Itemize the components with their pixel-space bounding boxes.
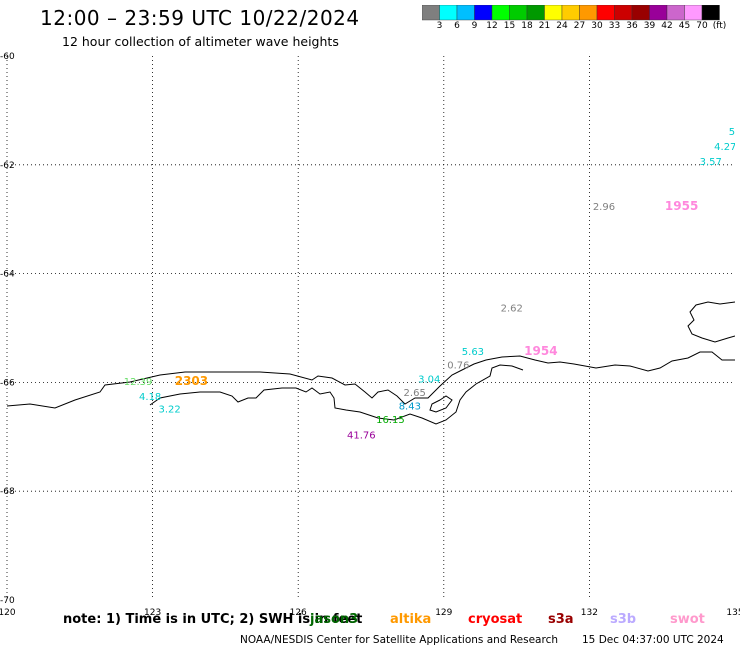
wave-height-label: 4.27 bbox=[714, 142, 736, 153]
x-tick-label: 126 bbox=[290, 608, 307, 618]
x-tick-label: 132 bbox=[581, 608, 598, 618]
y-tick-label: -70 bbox=[0, 596, 15, 606]
wave-height-label: 2.62 bbox=[501, 304, 523, 315]
x-tick-label: 120 bbox=[0, 608, 16, 618]
wave-height-label: 8.43 bbox=[399, 402, 421, 413]
colorbar-label: 33 bbox=[608, 21, 621, 31]
colorbar-label: 24 bbox=[556, 21, 568, 31]
wave-height-label: 12.39 bbox=[124, 377, 153, 388]
colorbar-label: 70 bbox=[696, 21, 708, 31]
wave-height-label: 2303 bbox=[175, 374, 208, 388]
colorbar-label: 45 bbox=[678, 21, 691, 31]
wave-height-label: 41.76 bbox=[347, 430, 376, 441]
colorbar-label: 42 bbox=[661, 21, 673, 31]
footer-note: note: 1) Time is in UTC; 2) SWH is in fe… bbox=[63, 612, 363, 627]
satellite-legend-item: altika bbox=[390, 612, 432, 627]
colorbar-swatch bbox=[701, 5, 720, 21]
x-tick-label: 129 bbox=[435, 608, 452, 618]
wave-height-label: 2.65 bbox=[404, 388, 426, 399]
wave-height-label: 4.18 bbox=[139, 392, 161, 403]
colorbar-label: 27 bbox=[573, 21, 586, 31]
x-tick-label: 135 bbox=[726, 608, 740, 618]
wave-height-label: 0.76 bbox=[447, 360, 469, 371]
colorbar-label: 6 bbox=[454, 21, 460, 31]
coastline-path bbox=[7, 351, 735, 409]
satellite-legend-item: cryosat bbox=[468, 612, 523, 627]
wave-height-label: 3.04 bbox=[418, 374, 440, 385]
coastline-path bbox=[149, 364, 524, 425]
coastline-path bbox=[429, 395, 453, 413]
y-tick-label: -60 bbox=[0, 52, 15, 62]
wave-height-label: 3.22 bbox=[158, 404, 180, 415]
colorbar-label: 18 bbox=[521, 21, 533, 31]
colorbar-label: 15 bbox=[503, 21, 516, 31]
colorbar-label: 9 bbox=[471, 21, 478, 31]
wave-height-label: 5.63 bbox=[462, 347, 484, 358]
x-tick-label: 123 bbox=[144, 608, 161, 618]
colorbar bbox=[422, 5, 720, 21]
wave-height-label: 3.57 bbox=[700, 157, 722, 168]
chart-title: 12:00 – 23:59 UTC 10/22/2024 bbox=[40, 6, 360, 30]
wave-height-label: 1955 bbox=[665, 199, 698, 213]
credit-text: NOAA/NESDIS Center for Satellite Applica… bbox=[240, 634, 558, 646]
y-tick-label: -68 bbox=[0, 487, 15, 497]
colorbar-label: 39 bbox=[643, 21, 656, 31]
timestamp-text: 15 Dec 04:37:00 UTC 2024 bbox=[582, 634, 724, 646]
colorbar-label: 30 bbox=[591, 21, 603, 31]
wave-height-label: 2.96 bbox=[593, 202, 615, 213]
wave-height-label: 5.00 bbox=[729, 127, 740, 138]
data-labels: 3.574.275.005.666.206.678.22.962.6219551… bbox=[124, 127, 740, 442]
satellite-legend-item: swot bbox=[670, 612, 705, 627]
colorbar-label: 12 bbox=[486, 21, 498, 31]
wave-height-label: 1954 bbox=[524, 344, 557, 358]
y-tick-label: -64 bbox=[0, 270, 15, 280]
chart-subtitle: 12 hour collection of altimeter wave hei… bbox=[62, 34, 339, 49]
y-tick-label: -66 bbox=[0, 378, 15, 388]
colorbar-label: 21 bbox=[538, 21, 551, 31]
colorbar-label: 36 bbox=[626, 21, 638, 31]
satellite-legend-item: jason3 bbox=[310, 612, 359, 627]
colorbar-label: 3 bbox=[436, 21, 443, 31]
coastline bbox=[7, 301, 735, 425]
wave-height-label: 16.15 bbox=[376, 415, 405, 426]
satellite-legend-item: s3b bbox=[610, 612, 637, 627]
satellite-legend-item: s3a bbox=[548, 612, 574, 627]
coastline-path bbox=[687, 301, 735, 343]
y-tick-label: -62 bbox=[0, 161, 15, 171]
colorbar-label: (ft) bbox=[712, 21, 727, 31]
colorbar-labels: 3 6 9 12 15 18 21 24 27 30 33 36 39 42 45 70 (ft) bbox=[422, 21, 740, 35]
